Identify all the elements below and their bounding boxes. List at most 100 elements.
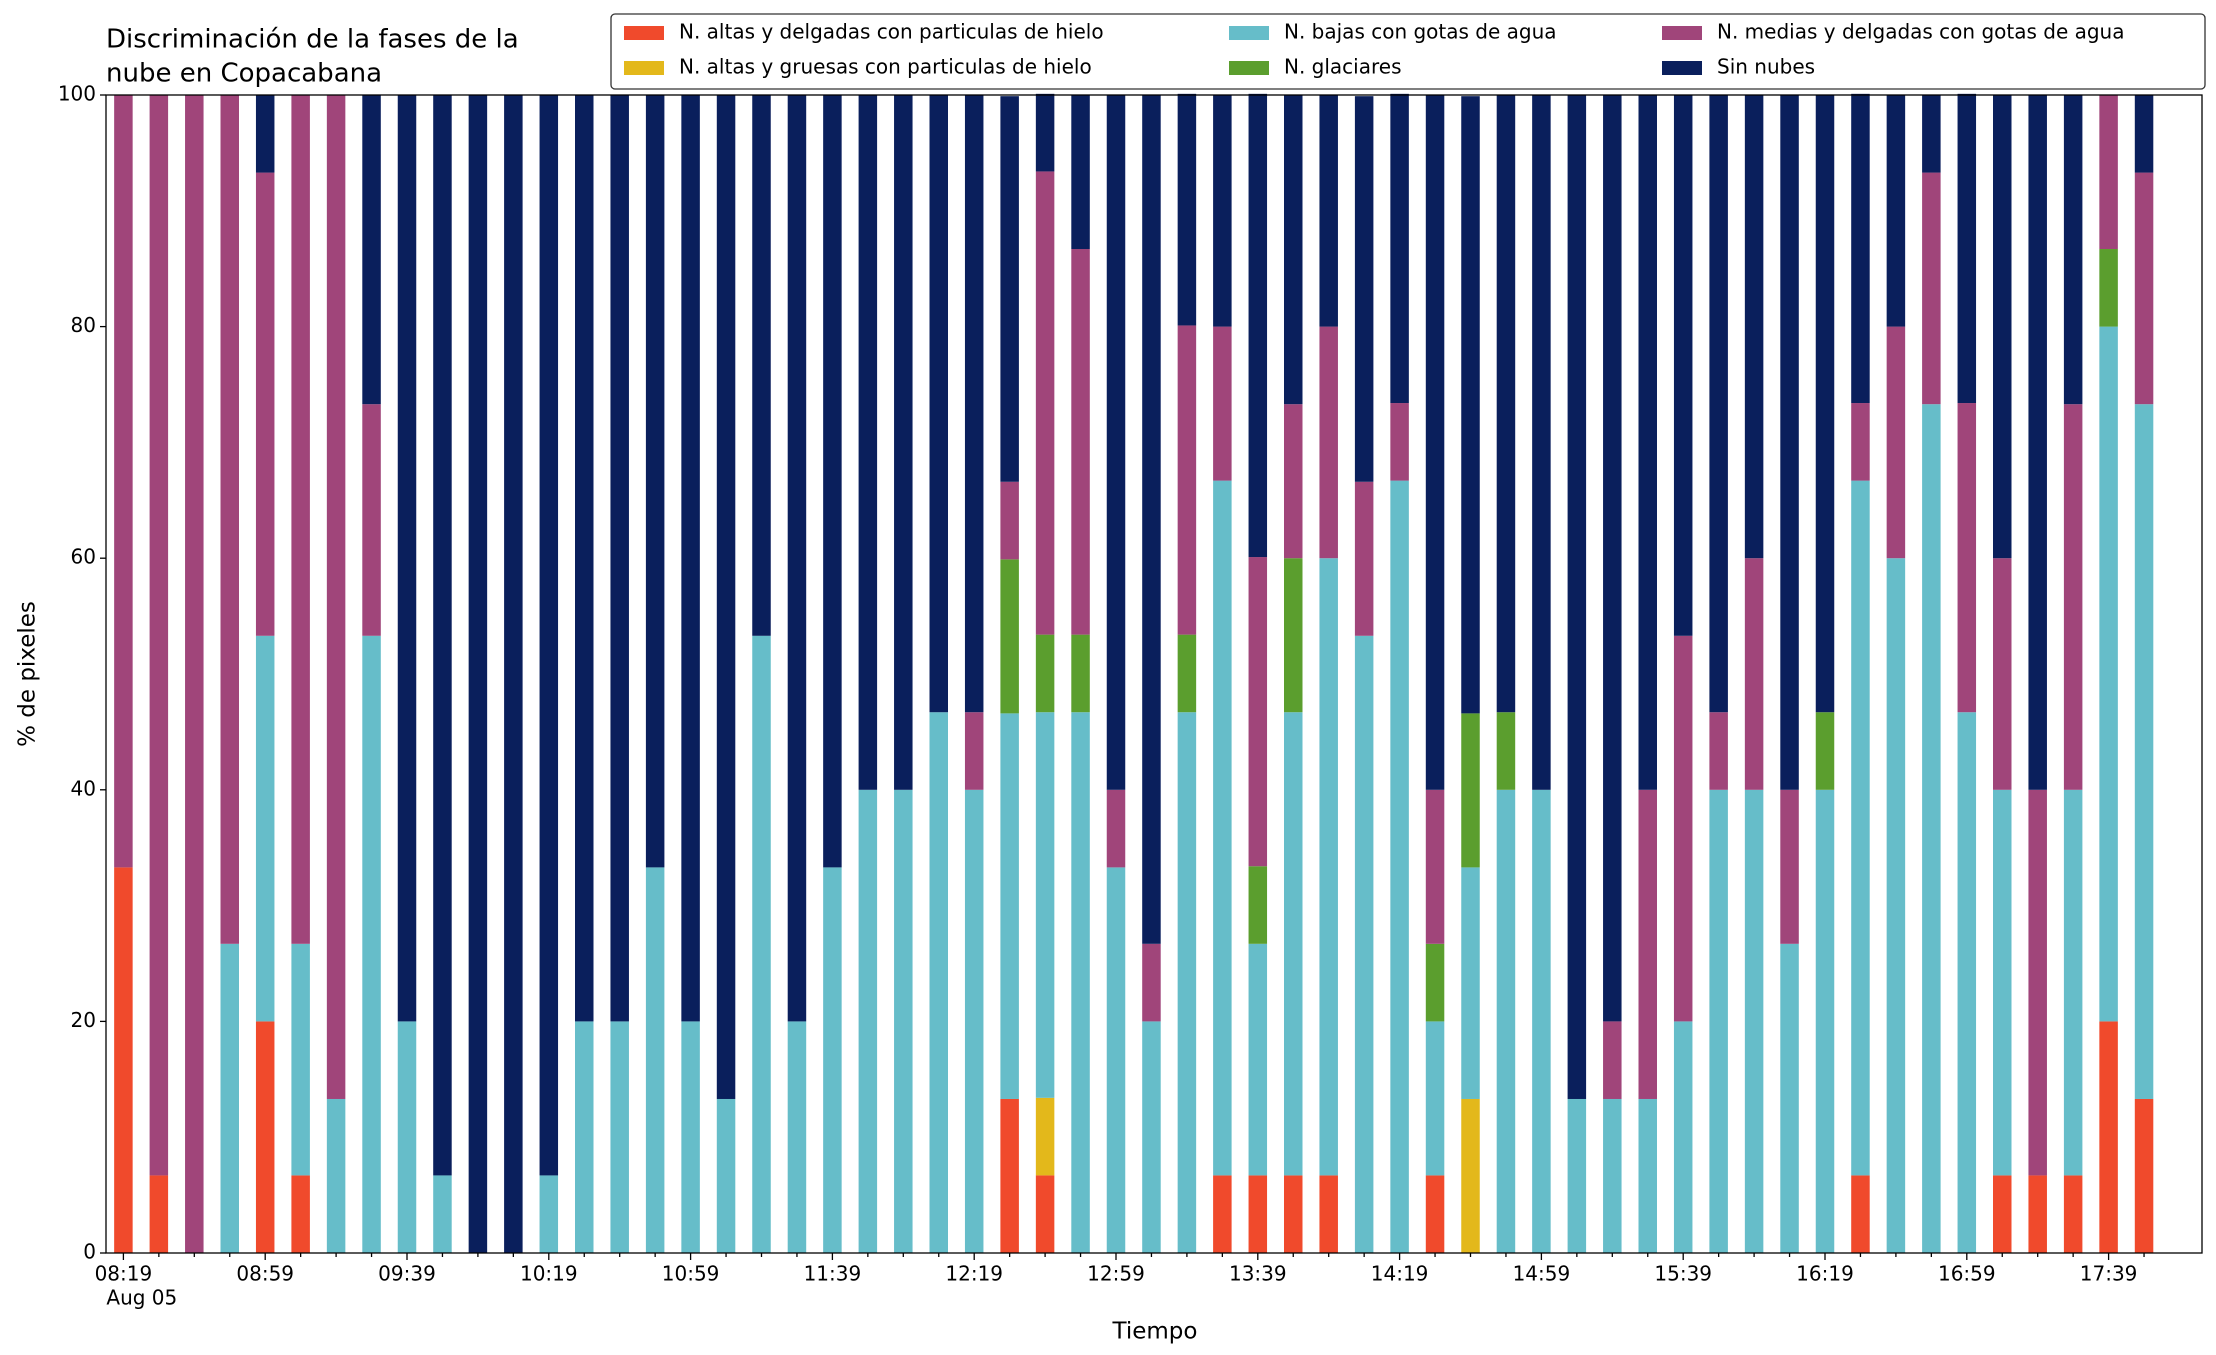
bar-segment [433,1175,452,1253]
legend-swatch [1229,61,1269,75]
bar-segment [1567,1098,1587,1253]
bar-segment [858,95,878,790]
bar-segment [1886,558,1906,1253]
bar-segment [1425,1021,1445,1176]
bar-segment [1496,712,1516,790]
x-tick-label: 17:39 [2080,1262,2138,1286]
bar-segment [823,95,842,868]
bar-segment [1177,634,1197,713]
legend-swatch [624,26,664,40]
bar-segment [1638,95,1657,790]
legend-label: N. bajas con gotas de agua [1284,20,1557,44]
bar-segment [433,95,452,1176]
bar-segment [681,95,700,1022]
bar-segment [1248,1175,1268,1253]
bar-segment [1922,95,1941,173]
bar-segment [2099,249,2118,327]
bar-segment [1709,789,1728,1253]
legend-label: N. altas y delgadas con particulas de hi… [679,20,1104,44]
bar-segment [1142,943,1161,1022]
legend-swatch [1662,26,1702,40]
bar-segment [1851,93,1870,404]
bar-segment [362,404,381,636]
x-date-label: Aug 05 [106,1286,177,1310]
bar-segment [2099,1021,2118,1253]
bar-segment [929,712,948,1253]
bar-segment [2134,172,2154,405]
bar-segment [1815,789,1835,1253]
chart-title: nube en Copacabana [106,59,382,89]
bar-segment [1213,95,1232,327]
bar-segment [1673,95,1693,636]
bar-segment [1744,95,1764,559]
bar-segment [1035,1175,1055,1253]
bar-segment [1425,943,1445,1022]
chart-title: Discriminación de la fases de la [106,25,519,55]
bar-segment [1071,712,1090,1253]
bar-segment [1957,403,1977,713]
bar-segment [1000,1098,1019,1253]
bar-segment [468,95,488,1253]
bar-segment [397,1021,417,1253]
x-tick-label: 12:59 [1087,1262,1145,1286]
x-tick-label: 08:59 [236,1262,294,1286]
bar-segment [1603,1021,1622,1099]
bar-segment [1319,1175,1338,1253]
x-tick-label: 14:59 [1513,1262,1571,1286]
bar-segment [255,635,275,1022]
bar-segment [220,943,239,1253]
bar-segment [1035,171,1055,635]
bar-segment [1425,95,1445,790]
bar-segment [1000,481,1019,560]
bar-segment [1496,789,1516,1253]
bar-segment [1000,559,1019,714]
bar-segment [1922,172,1941,405]
bar-segment [1035,712,1055,1098]
bar-segment [2063,95,2083,405]
bar-segment [964,95,984,713]
bar-segment [1709,712,1728,790]
bar-segment [291,95,310,944]
bar-segment [1851,480,1870,1176]
bar-segment [1177,93,1197,326]
bar-segment [894,95,913,790]
bar-segment [1390,93,1409,404]
bar-segment [1071,95,1090,250]
bar-segment [1142,1021,1161,1253]
bar-segment [1142,95,1161,944]
x-tick-label: 10:19 [520,1262,578,1286]
x-tick-label: 12:19 [945,1262,1003,1286]
bar-segment [752,635,771,1253]
x-tick-label: 10:59 [662,1262,720,1286]
bar-segment [1532,95,1551,790]
bar-segment [1709,95,1728,713]
bar-segment [1106,95,1126,790]
bar-segment [929,95,948,713]
bar-segment [1744,558,1764,790]
bar-segment [2099,95,2118,250]
bar-segment [539,1175,559,1253]
bar-segment [823,867,842,1253]
bar-segment [1886,95,1906,327]
bar-segment [787,1021,807,1253]
bar-segment [185,95,204,1253]
bar-segment [1248,557,1268,867]
bar-segment [681,1021,700,1253]
bar-segment [2099,326,2118,1022]
legend-label: Sin nubes [1717,55,1815,79]
bar-segment [2028,789,2047,1176]
bar-segment [1284,712,1303,1176]
x-tick-label: 11:39 [804,1262,862,1286]
bar-segment [1000,713,1019,1099]
bar-segment [504,95,523,1253]
x-axis-label: Tiempo [1112,1319,1198,1345]
legend-swatch [1662,61,1702,75]
y-tick-label: 40 [71,776,96,800]
legend-label: N. altas y gruesas con particulas de hie… [679,55,1092,79]
bar-segment [1284,1175,1303,1253]
y-axis-label: % de pixeles [15,601,41,747]
x-tick-label: 08:19 [95,1262,153,1286]
x-tick-label: 16:19 [1796,1262,1854,1286]
legend-label: N. medias y delgadas con gotas de agua [1717,20,2125,44]
